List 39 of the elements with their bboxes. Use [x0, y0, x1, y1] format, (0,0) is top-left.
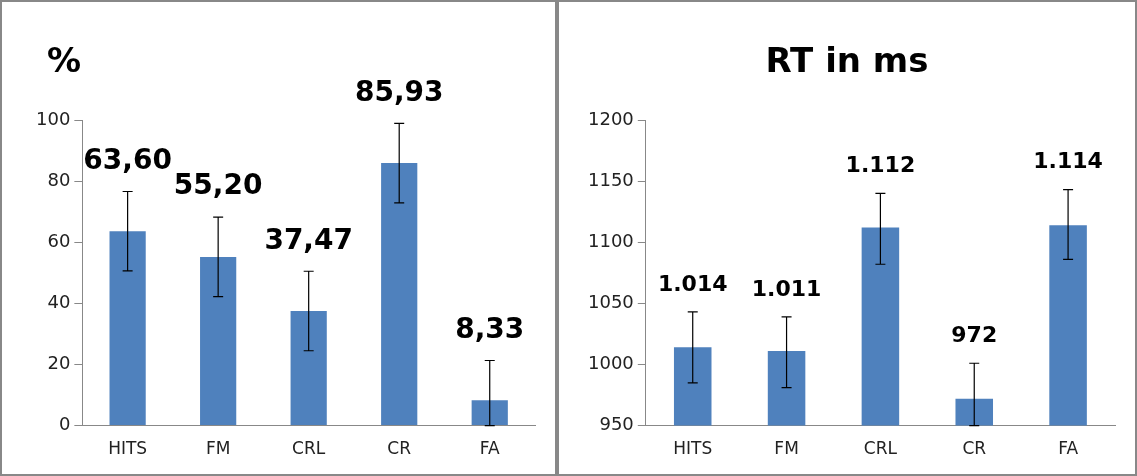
y-tick-label: 950	[599, 413, 634, 435]
x-tick-label: HITS	[673, 438, 713, 459]
data-label: 1.014	[657, 270, 728, 296]
data-label: 1.112	[845, 152, 916, 178]
y-tick-label: 1200	[588, 107, 634, 129]
data-label: 8,33	[455, 311, 525, 345]
bar	[200, 256, 237, 426]
data-label: 1.011	[751, 275, 822, 301]
y-tick-label: 60	[47, 229, 71, 251]
data-label: 63,60	[83, 142, 172, 176]
data-label: 85,93	[354, 74, 444, 108]
x-tick-label: HITS	[108, 438, 148, 459]
x-tick-label: FA	[1058, 438, 1079, 459]
bar	[381, 163, 418, 426]
x-tick-label: CRL	[292, 438, 326, 459]
bar	[290, 311, 327, 426]
y-tick-label: 1100	[588, 229, 634, 251]
bar	[109, 231, 146, 426]
y-tick-label: 100	[36, 107, 71, 129]
x-tick-label: FM	[205, 438, 231, 459]
chart-title: RT in ms	[764, 40, 930, 80]
x-tick-label: CR	[387, 438, 412, 459]
y-tick-label: 80	[47, 168, 71, 190]
data-label: 1.114	[1033, 148, 1103, 174]
chart-title: %	[47, 40, 82, 80]
x-tick-label: CR	[962, 438, 987, 459]
y-tick-label: 1050	[588, 291, 634, 313]
data-label: 37,47	[264, 222, 353, 256]
data-label: 972	[951, 321, 998, 347]
bar	[471, 400, 508, 426]
y-tick-label: 20	[47, 352, 71, 374]
data-label: 55,20	[173, 168, 263, 202]
x-tick-label: CRL	[863, 438, 898, 459]
y-tick-label: 1150	[588, 168, 634, 190]
x-tick-label: FM	[774, 438, 799, 459]
y-tick-label: 40	[47, 291, 71, 313]
x-tick-label: FA	[479, 438, 501, 459]
y-tick-label: 0	[58, 413, 71, 435]
y-tick-label: 1000	[588, 352, 634, 374]
